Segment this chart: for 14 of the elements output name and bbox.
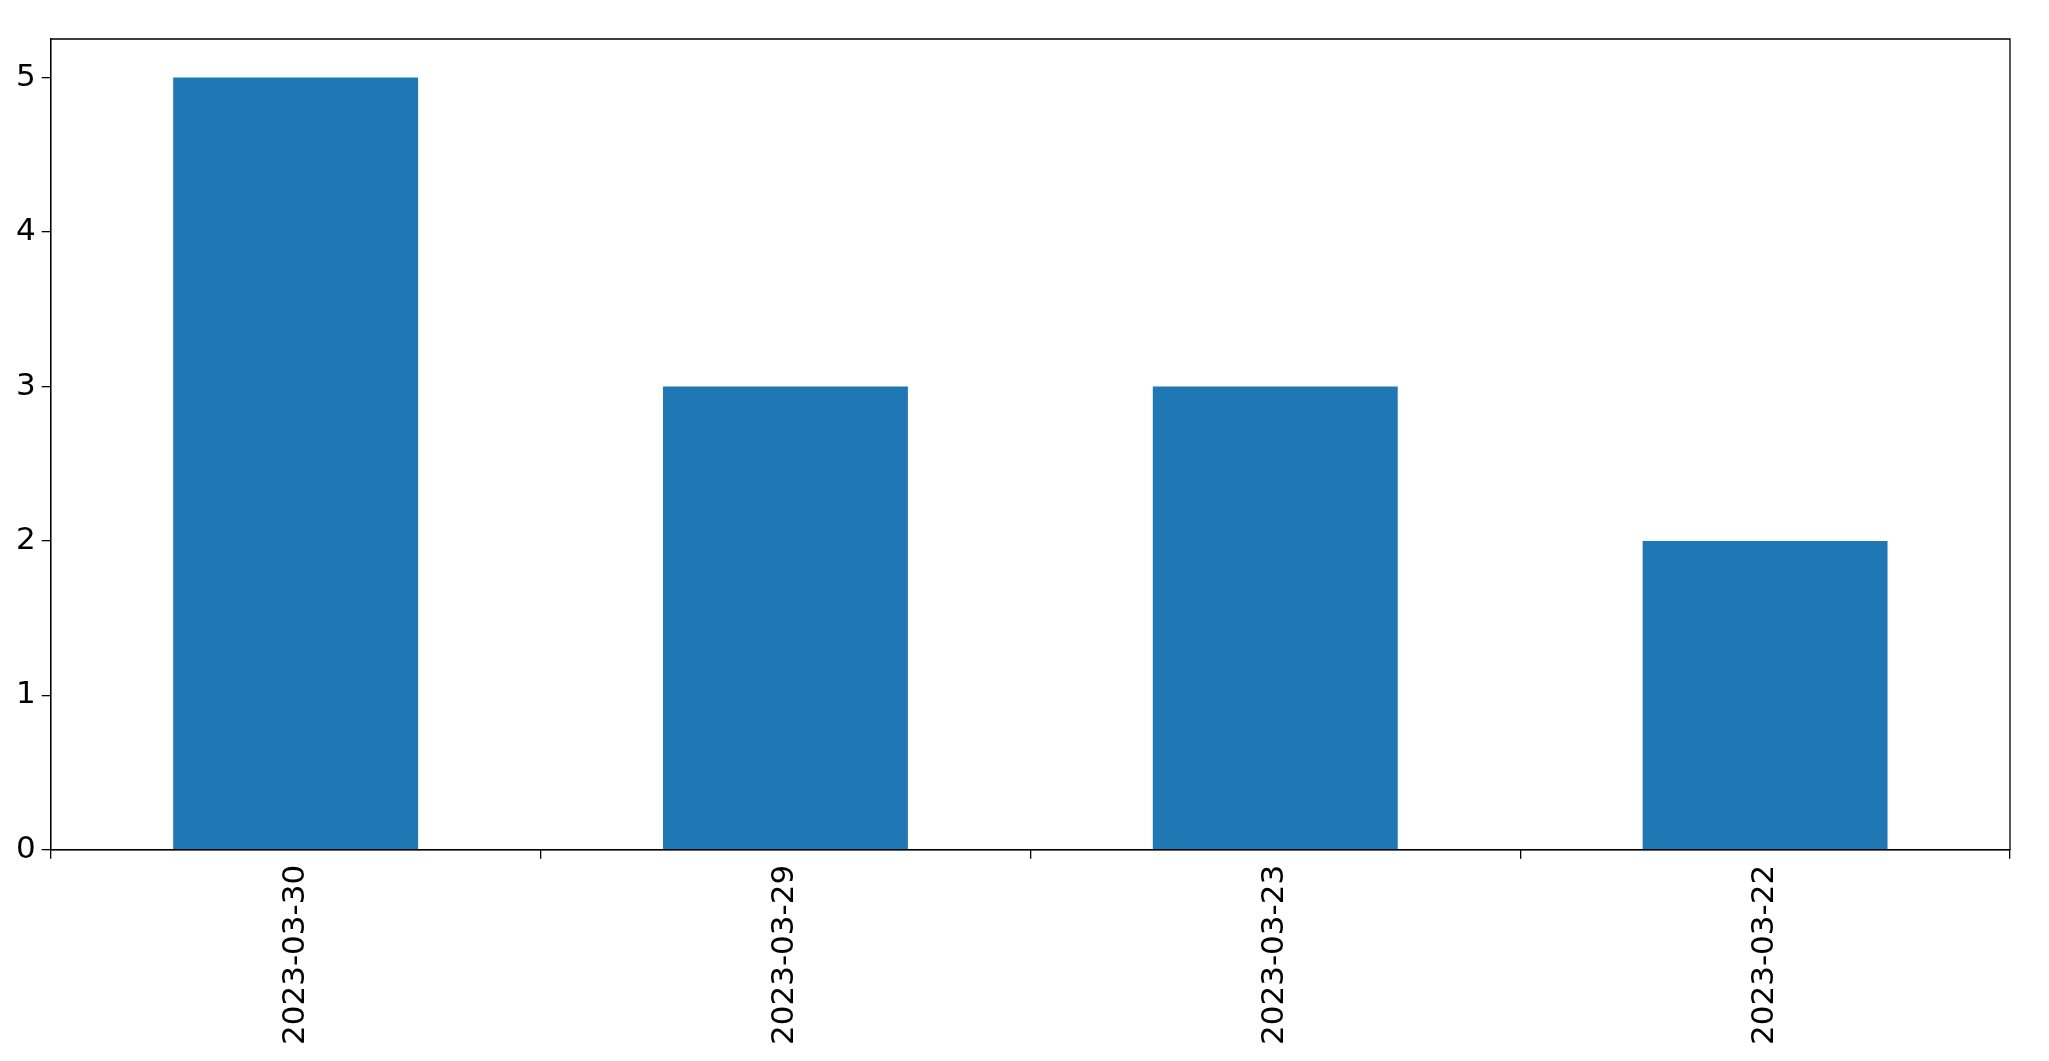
y-tick-label: 3 [15, 365, 36, 402]
bar [1152, 386, 1398, 850]
x-tick-label: 2023-03-30 [274, 864, 311, 1046]
x-tick-label: 2023-03-22 [1744, 864, 1781, 1046]
y-tick-label: 2 [15, 520, 36, 556]
y-tick-label: 0 [15, 828, 36, 865]
y-tick-label: 1 [15, 674, 36, 711]
bar [663, 386, 908, 850]
x-tick-label: 2023-03-29 [764, 864, 801, 1046]
bar [173, 77, 419, 850]
y-tick-label: 4 [15, 211, 36, 248]
x-tick-label: 2023-03-23 [1254, 864, 1291, 1046]
y-tick-label: 5 [15, 56, 36, 93]
bar [1642, 540, 1888, 850]
